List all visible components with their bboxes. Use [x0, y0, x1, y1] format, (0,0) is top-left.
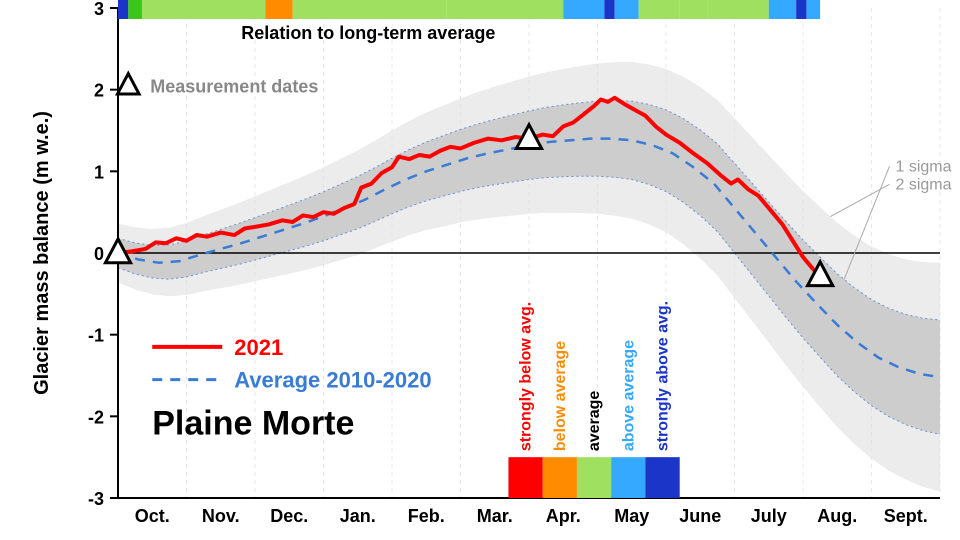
relation-segment	[615, 0, 639, 19]
month-label: Feb.	[408, 506, 445, 526]
sigma1-label: 1 sigma	[895, 158, 951, 175]
relation-strip-label: Relation to long-term average	[241, 23, 495, 43]
y-tick-label: -2	[88, 407, 104, 427]
y-axis-title: Glacier mass balance (m w.e.)	[31, 111, 53, 395]
month-label: June	[679, 506, 721, 526]
y-tick-label: 3	[94, 0, 104, 19]
month-label: Oct.	[135, 506, 170, 526]
relation-segment	[796, 0, 806, 19]
relation-segment	[293, 0, 324, 19]
y-tick-label: 2	[94, 81, 104, 101]
relation-segment	[769, 0, 796, 19]
category-box	[508, 457, 542, 498]
y-tick-label: -1	[88, 326, 104, 346]
relation-segment	[563, 0, 604, 19]
month-label: Apr.	[546, 506, 581, 526]
category-box	[645, 457, 679, 498]
category-box	[543, 457, 577, 498]
category-box	[611, 457, 645, 498]
legend-avg-label: Average 2010-2020	[234, 368, 431, 393]
relation-segment	[142, 0, 265, 19]
category-label: average	[586, 391, 603, 452]
chart-title: Plaine Morte	[152, 405, 354, 443]
category-label: strongly below avg.	[518, 302, 535, 451]
category-label: above average	[620, 340, 637, 451]
relation-segment	[118, 0, 128, 19]
category-label: strongly above avg.	[655, 301, 672, 451]
month-label: Nov.	[202, 506, 240, 526]
relation-segment	[128, 0, 142, 19]
category-label: below average	[552, 341, 569, 451]
month-label: May	[614, 506, 649, 526]
measurement-legend-label: Measurement dates	[150, 77, 318, 97]
relation-segment	[265, 0, 292, 19]
relation-segment	[707, 0, 769, 19]
category-box	[577, 457, 611, 498]
relation-segment	[604, 0, 614, 19]
month-label: Aug.	[817, 506, 857, 526]
glacier-chart: -3 -2 -1 0 1 2 3 Oct. Nov. Dec. Jan. Feb. Mar. Apr. Ma…	[0, 0, 960, 540]
relation-segment	[680, 0, 707, 19]
month-label: July	[751, 506, 787, 526]
relation-segment	[806, 0, 820, 19]
month-label: Dec.	[270, 506, 308, 526]
y-tick-label: 0	[94, 244, 104, 264]
sigma2-label: 2 sigma	[895, 176, 951, 193]
legend-2021-label: 2021	[234, 335, 283, 360]
month-label: Mar.	[477, 506, 513, 526]
relation-segment	[447, 0, 563, 19]
y-tick-label: 1	[94, 162, 104, 182]
relation-segment	[324, 0, 447, 19]
month-label: Sept.	[884, 506, 928, 526]
y-tick-label: -3	[88, 489, 104, 509]
month-label: Jan.	[340, 506, 376, 526]
relation-segment	[639, 0, 680, 19]
